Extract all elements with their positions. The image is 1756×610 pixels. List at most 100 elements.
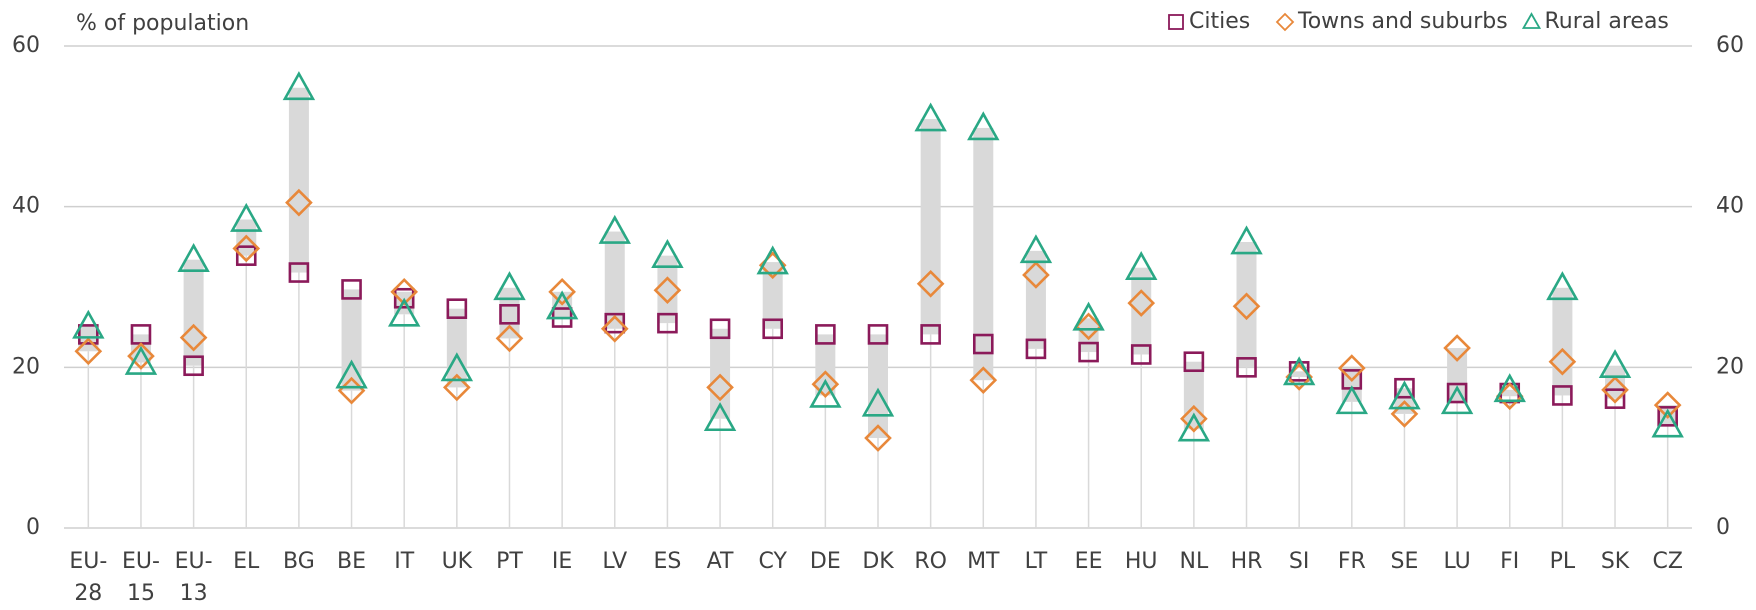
marker-square: [1604, 388, 1626, 409]
marker-triangle: [1335, 385, 1369, 415]
marker-diamond: [653, 276, 682, 305]
x-tick-label: DK: [862, 549, 894, 574]
range-bar: [446, 308, 467, 388]
x-tick-label: EU-28: [69, 549, 108, 606]
y-tick-label: 20: [12, 354, 40, 379]
range-bar: [1499, 389, 1520, 397]
y-tick-label: 40: [12, 194, 40, 219]
range-bar: [815, 334, 836, 396]
x-tick-label: BG: [283, 549, 315, 574]
marker-diamond: [1390, 400, 1419, 428]
x-tick-label: SE: [1390, 549, 1419, 574]
marker-triangle: [282, 71, 316, 101]
marker-diamond: [969, 366, 998, 395]
legend-marker: [1168, 14, 1184, 30]
marker-square: [1183, 351, 1205, 373]
x-tick-label: SI: [1288, 549, 1310, 574]
x-tick-label: CZ: [1652, 549, 1683, 574]
marker-diamond: [495, 324, 524, 353]
x-tick-label: RO: [914, 549, 947, 574]
x-tick-label: EL: [233, 549, 260, 574]
marker-diamond: [179, 323, 208, 352]
marker-triangle: [440, 352, 474, 382]
marker-triangle: [861, 387, 895, 417]
marker-triangle: [1598, 349, 1632, 379]
marker-triangle: [1388, 380, 1421, 410]
marker-triangle: [967, 111, 1000, 141]
x-tick-label: AT: [706, 549, 734, 574]
legend-marker: [1275, 12, 1295, 32]
marker-diamond: [916, 269, 945, 298]
marker-triangle: [1546, 271, 1579, 301]
range-bar: [183, 259, 204, 366]
y-tick-label: 60: [12, 33, 40, 58]
marker-triangle: [545, 290, 579, 320]
range-bar: [762, 262, 783, 329]
marker-square: [446, 298, 468, 319]
x-tick-label: LT: [1024, 549, 1048, 574]
marker-triangle: [387, 297, 421, 327]
marker-triangle: [703, 402, 737, 432]
marker-diamond: [1653, 391, 1682, 419]
marker-diamond: [1232, 292, 1261, 321]
legend: Cities Towns and suburbs Rural areas: [1168, 9, 1669, 34]
marker-diamond: [1022, 261, 1050, 289]
marker-square: [1078, 341, 1099, 363]
marker-diamond: [864, 424, 892, 452]
x-tick-label: DE: [809, 549, 841, 574]
marker-triangle: [809, 378, 842, 408]
marker-diamond: [1074, 312, 1103, 341]
x-tick-label: FR: [1337, 549, 1366, 574]
marker-square: [1236, 357, 1257, 378]
marker-triangle: [335, 359, 368, 389]
marker-diamond: [74, 337, 103, 366]
marker-triangle: [493, 271, 526, 301]
markers: [72, 71, 1684, 452]
x-tick-label: NL: [1179, 549, 1209, 574]
marker-square: [1394, 377, 1415, 399]
marker-square: [972, 333, 994, 355]
x-tick-label: UK: [441, 549, 473, 574]
range-bar: [1552, 287, 1573, 396]
range-bar: [1289, 371, 1310, 377]
range-bar: [1025, 250, 1046, 349]
marker-triangle: [1282, 356, 1316, 386]
marker-triangle: [756, 245, 789, 275]
y2-tick-label: 40: [1716, 194, 1744, 219]
range-bar: [499, 287, 520, 339]
x-tick-label: MT: [967, 549, 1000, 574]
marker-square: [1446, 382, 1468, 404]
y2-tick-label: 60: [1716, 33, 1744, 58]
range-bar: [868, 334, 888, 439]
marker-diamond: [390, 277, 419, 306]
marker-square: [393, 287, 415, 309]
marker-triangle: [177, 243, 210, 272]
marker-square: [1657, 406, 1678, 427]
marker-diamond: [548, 277, 576, 306]
x-tick-label: FI: [1500, 549, 1520, 574]
x-tick-label: BE: [337, 549, 367, 574]
marker-diamond: [1127, 289, 1156, 317]
x-tick-label: IE: [551, 549, 573, 574]
marker-square: [815, 324, 836, 345]
marker-triangle: [1072, 301, 1105, 331]
marker-square: [1552, 385, 1573, 406]
marker-square: [657, 312, 678, 334]
range-bar: [604, 231, 625, 329]
y-axis-label: % of population: [76, 11, 249, 36]
marker-triangle: [124, 345, 158, 375]
marker-triangle: [72, 309, 105, 339]
y2-tick-label: 20: [1716, 354, 1744, 379]
marker-square: [867, 324, 889, 345]
marker-square: [341, 279, 362, 300]
marker-diamond: [1548, 347, 1577, 376]
marker-triangle: [651, 239, 684, 268]
x-tick-label: PL: [1549, 549, 1576, 574]
marker-diamond: [127, 342, 155, 370]
x-tick-label: CY: [758, 549, 787, 574]
range-bar: [1236, 242, 1257, 368]
marker-diamond: [285, 188, 313, 217]
x-tick-label: IT: [394, 549, 415, 574]
range-bar: [1131, 267, 1152, 355]
marker-diamond: [443, 373, 471, 402]
